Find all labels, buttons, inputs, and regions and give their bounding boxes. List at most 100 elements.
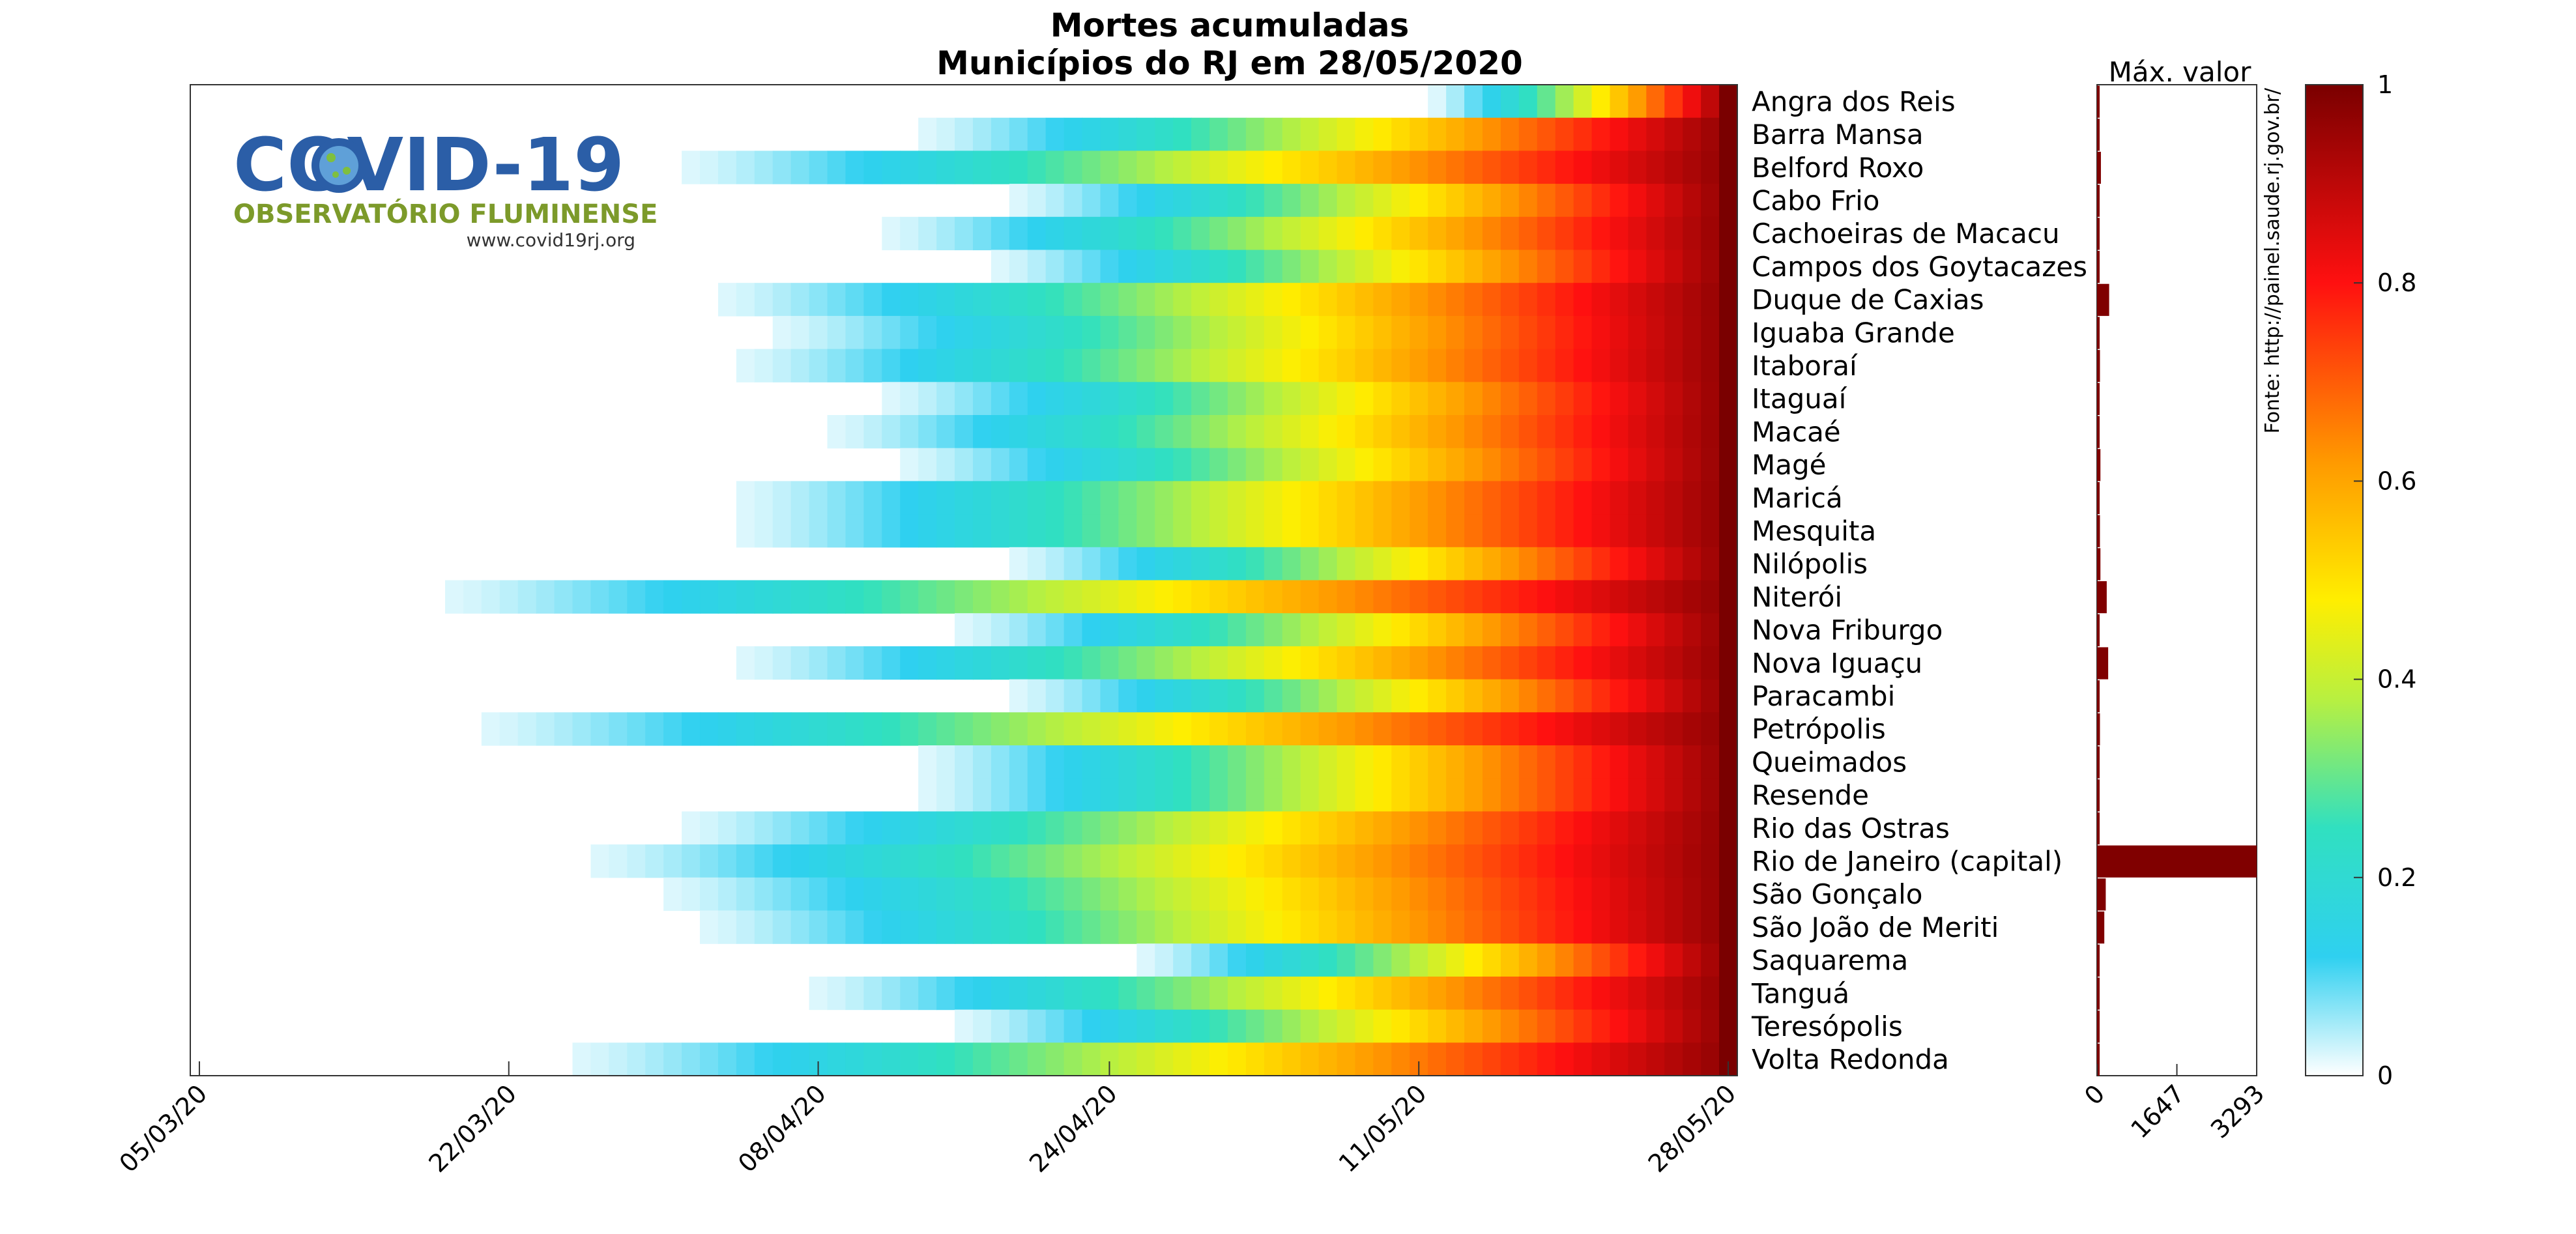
row-label: Rio das Ostras (1752, 812, 1950, 844)
heatmap-cell (918, 712, 937, 746)
heatmap-cell (1045, 315, 1065, 350)
heatmap-cell (1391, 184, 1410, 218)
heatmap-cell (1719, 679, 1738, 713)
heatmap-cell (1136, 283, 1155, 317)
heatmap-cell (827, 283, 847, 317)
heatmap-cell (1173, 679, 1192, 713)
heatmap-cell (972, 481, 992, 515)
heatmap-cell (1391, 910, 1410, 944)
heatmap-cell (900, 481, 919, 515)
heatmap-cell (1118, 382, 1137, 416)
heatmap-cell (1155, 745, 1174, 779)
heatmap-cell (790, 580, 810, 614)
heatmap-cell (1355, 646, 1374, 680)
heatmap-cell (972, 315, 992, 350)
heatmap-cell (991, 877, 1010, 911)
heatmap-cell (1719, 151, 1738, 184)
heatmap-cell (1500, 216, 1520, 251)
row-label: Saquarema (1752, 945, 1908, 977)
heatmap-cell (1227, 514, 1247, 548)
heatmap-cell (1264, 184, 1283, 218)
heatmap-cell (1318, 151, 1338, 184)
heatmap-cell (1664, 283, 1683, 317)
heatmap-cell (1555, 613, 1574, 647)
heatmap-cell (1446, 85, 1465, 119)
heatmap-cell (1045, 910, 1065, 944)
heatmap-cell (627, 712, 646, 746)
heatmap-cell (645, 1042, 664, 1076)
heatmap-cell (1337, 151, 1356, 184)
heatmap-cell (481, 712, 500, 746)
heatmap-cell (1155, 216, 1174, 251)
heatmap-cell (1264, 976, 1283, 1011)
heatmap-cell (754, 877, 774, 911)
heatmap-cell (991, 349, 1010, 382)
heatmap-cell (1009, 811, 1028, 845)
heatmap-cell (1009, 382, 1028, 416)
heatmap-cell (1227, 315, 1247, 350)
heatmap-cell (1500, 811, 1520, 845)
heatmap-cell (918, 151, 937, 184)
heatmap-cell (1300, 580, 1320, 614)
heatmap-cell (1245, 382, 1265, 416)
heatmap-cell (1318, 250, 1338, 283)
heatmap-cell (918, 315, 937, 350)
heatmap-cell (1191, 415, 1210, 449)
heatmap-cell (1482, 844, 1501, 878)
heatmap-cell (1136, 943, 1155, 977)
heatmap-cell (1537, 679, 1556, 713)
heatmap-cell (1155, 514, 1174, 548)
heatmap-cell (1610, 1042, 1629, 1076)
heatmap-cell (1282, 613, 1301, 647)
heatmap-cell (1591, 184, 1611, 218)
heatmap-cell (1410, 646, 1428, 680)
heatmap-cell (1300, 514, 1320, 548)
heatmap-cell (1482, 250, 1501, 283)
heatmap-cell (1064, 448, 1083, 481)
heatmap-cell (1446, 250, 1465, 283)
heatmap-cell (809, 580, 828, 614)
heatmap-cell (1646, 646, 1665, 680)
heatmap-cell (1064, 382, 1083, 416)
heatmap-cell (1428, 349, 1447, 382)
heatmap-cell (1683, 151, 1701, 184)
heatmap-cell (1373, 448, 1392, 481)
heatmap-cell (863, 976, 882, 1011)
heatmap-cell (1410, 250, 1428, 283)
heatmap-cell (1100, 481, 1119, 515)
heatmap-cell (1628, 117, 1647, 151)
heatmap-cell (772, 481, 792, 515)
row-label: Itaboraí (1752, 350, 1858, 382)
heatmap-cell (1027, 547, 1047, 581)
heatmap-cell (1683, 250, 1701, 283)
heatmap-cell (1428, 283, 1447, 317)
heatmap-cell (1518, 976, 1538, 1011)
heatmap-cell (1227, 283, 1247, 317)
heatmap-cell (1537, 547, 1556, 581)
heatmap-cell (1701, 910, 1720, 944)
heatmap-cell (972, 117, 992, 151)
heatmap-cell (936, 877, 955, 911)
heatmap-cell (1591, 844, 1611, 878)
heatmap-cell (1628, 844, 1647, 878)
heatmap-cell (1373, 382, 1392, 416)
heatmap-cell (1683, 1042, 1701, 1076)
heatmap-cell (936, 1042, 955, 1076)
heatmap-cell (936, 778, 955, 812)
heatmap-cell (1646, 547, 1665, 581)
heatmap-cell (1209, 184, 1228, 218)
heatmap-cell (1410, 679, 1428, 713)
heatmap-cell (1136, 580, 1155, 614)
heatmap-cell (1100, 216, 1119, 251)
heatmap-cell (1646, 679, 1665, 713)
heatmap-cell (845, 514, 864, 548)
heatmap-cell (790, 646, 810, 680)
heatmap-cell (1500, 514, 1520, 548)
heatmap-cell (1683, 415, 1701, 449)
heatmap-cell (1628, 547, 1647, 581)
heatmap-cell (1482, 382, 1501, 416)
heatmap-cell (1628, 349, 1647, 382)
heatmap-cell (1664, 250, 1683, 283)
heatmap-cell (1155, 877, 1174, 911)
heatmap-cell (845, 349, 864, 382)
